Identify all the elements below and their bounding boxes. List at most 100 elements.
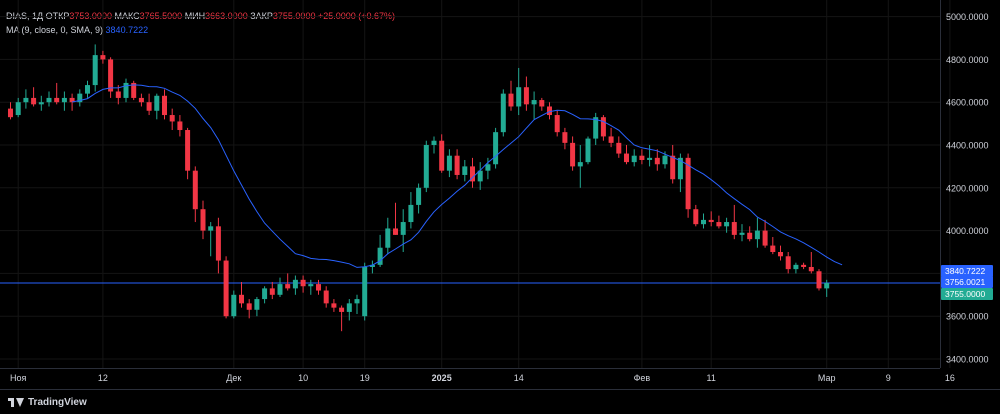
candle-down[interactable] (547, 106, 552, 116)
candle-down[interactable] (731, 222, 737, 235)
candle-up[interactable] (462, 166, 468, 175)
candle-up[interactable] (123, 82, 129, 98)
legend-interval[interactable]: 1Д (32, 11, 44, 21)
candle-down[interactable] (339, 307, 345, 312)
candle-up[interactable] (92, 55, 98, 86)
candle-up[interactable] (416, 187, 422, 205)
candle-down[interactable] (285, 284, 291, 289)
candle-up[interactable] (477, 170, 483, 182)
candle-up[interactable] (208, 226, 214, 231)
candle-down[interactable] (239, 294, 244, 304)
candle-down[interactable] (600, 117, 606, 137)
candle-down[interactable] (716, 222, 722, 227)
candle-up[interactable] (593, 117, 599, 139)
candle-down[interactable] (554, 115, 560, 133)
candle-down[interactable] (146, 102, 152, 111)
candle-down[interactable] (639, 155, 645, 160)
candle-down[interactable] (200, 209, 206, 231)
candle-down[interactable] (269, 288, 275, 295)
candle-down[interactable] (31, 97, 37, 105)
candle-down[interactable] (169, 115, 175, 122)
candle-up[interactable] (354, 299, 360, 304)
tradingview-logo[interactable]: TradingView (8, 397, 87, 408)
candle-up[interactable] (38, 102, 44, 105)
candle-down[interactable] (108, 59, 114, 92)
candle-down[interactable] (470, 166, 475, 182)
candle-down[interactable] (138, 97, 144, 103)
candle-down[interactable] (808, 266, 814, 272)
candle-up[interactable] (262, 288, 268, 300)
candle-down[interactable] (185, 130, 191, 171)
candle-down[interactable] (100, 55, 106, 60)
candle-down[interactable] (654, 157, 660, 165)
candle-down[interactable] (570, 142, 576, 167)
candle-down[interactable] (69, 97, 75, 103)
candle-down[interactable] (177, 121, 183, 131)
candle-down[interactable] (539, 100, 545, 107)
candle-down[interactable] (523, 87, 529, 105)
candle-down[interactable] (439, 140, 445, 171)
candle-up[interactable] (308, 284, 314, 287)
candle-up[interactable] (662, 155, 668, 165)
candle-up[interactable] (793, 264, 799, 270)
candle-up[interactable] (362, 266, 368, 317)
candle-down[interactable] (762, 230, 768, 246)
candle-down[interactable] (393, 228, 398, 235)
candle-up[interactable] (61, 97, 67, 103)
candle-up[interactable] (408, 204, 414, 223)
candle-down[interactable] (316, 284, 321, 291)
candle-up[interactable] (531, 100, 537, 105)
candle-up[interactable] (493, 132, 499, 165)
candle-down[interactable] (785, 256, 791, 270)
candle-down[interactable] (162, 95, 167, 116)
candle-up[interactable] (754, 230, 760, 240)
candle-up[interactable] (154, 95, 160, 111)
candle-up[interactable] (231, 294, 237, 317)
candle-up[interactable] (77, 93, 83, 103)
candle-down[interactable] (508, 93, 514, 107)
ma-legend-row[interactable]: MA (9, close, 0, SMA, 9) 3840.7222 (6, 23, 395, 37)
candle-down[interactable] (616, 142, 622, 154)
candle-up[interactable] (46, 97, 52, 103)
candle-up[interactable] (292, 279, 298, 289)
candle-down[interactable] (693, 209, 699, 225)
candle-down[interactable] (778, 252, 783, 257)
candle-up[interactable] (677, 157, 683, 180)
candle-up[interactable] (423, 145, 429, 188)
candle-down[interactable] (454, 155, 460, 175)
candle-down[interactable] (747, 232, 753, 240)
candle-down[interactable] (323, 290, 329, 304)
candle-up[interactable] (369, 264, 375, 267)
candle-down[interactable] (608, 136, 614, 143)
candle-up[interactable] (400, 222, 406, 235)
candle-down[interactable] (624, 153, 629, 163)
candle-up[interactable] (15, 102, 21, 116)
candle-down[interactable] (215, 226, 221, 261)
candle-up[interactable] (824, 283, 830, 289)
ma-line[interactable] (72, 84, 843, 268)
candle-down[interactable] (115, 91, 121, 98)
candle-down[interactable] (670, 155, 676, 180)
candle-up[interactable] (516, 87, 522, 107)
candle-up[interactable] (701, 219, 706, 225)
ma-legend-label[interactable]: MA (9, close, 0, SMA, 9) (6, 25, 104, 35)
candle-up[interactable] (377, 247, 383, 265)
candle-down[interactable] (801, 264, 807, 267)
candle-up[interactable] (485, 164, 491, 171)
candle-up[interactable] (23, 97, 29, 103)
candle-up[interactable] (85, 85, 90, 94)
candle-up[interactable] (446, 155, 452, 171)
candle-up[interactable] (385, 228, 391, 248)
candle-up[interactable] (739, 232, 745, 235)
candle-up[interactable] (631, 155, 637, 163)
candle-up[interactable] (577, 162, 583, 167)
candle-up[interactable] (346, 303, 352, 312)
legend-symbol[interactable]: DIAS (6, 11, 28, 21)
candle-down[interactable] (685, 157, 691, 210)
candle-down[interactable] (816, 271, 822, 289)
candle-down[interactable] (246, 303, 252, 310)
candle-up[interactable] (724, 222, 730, 227)
candle-down[interactable] (131, 82, 137, 98)
candle-up[interactable] (585, 138, 591, 163)
